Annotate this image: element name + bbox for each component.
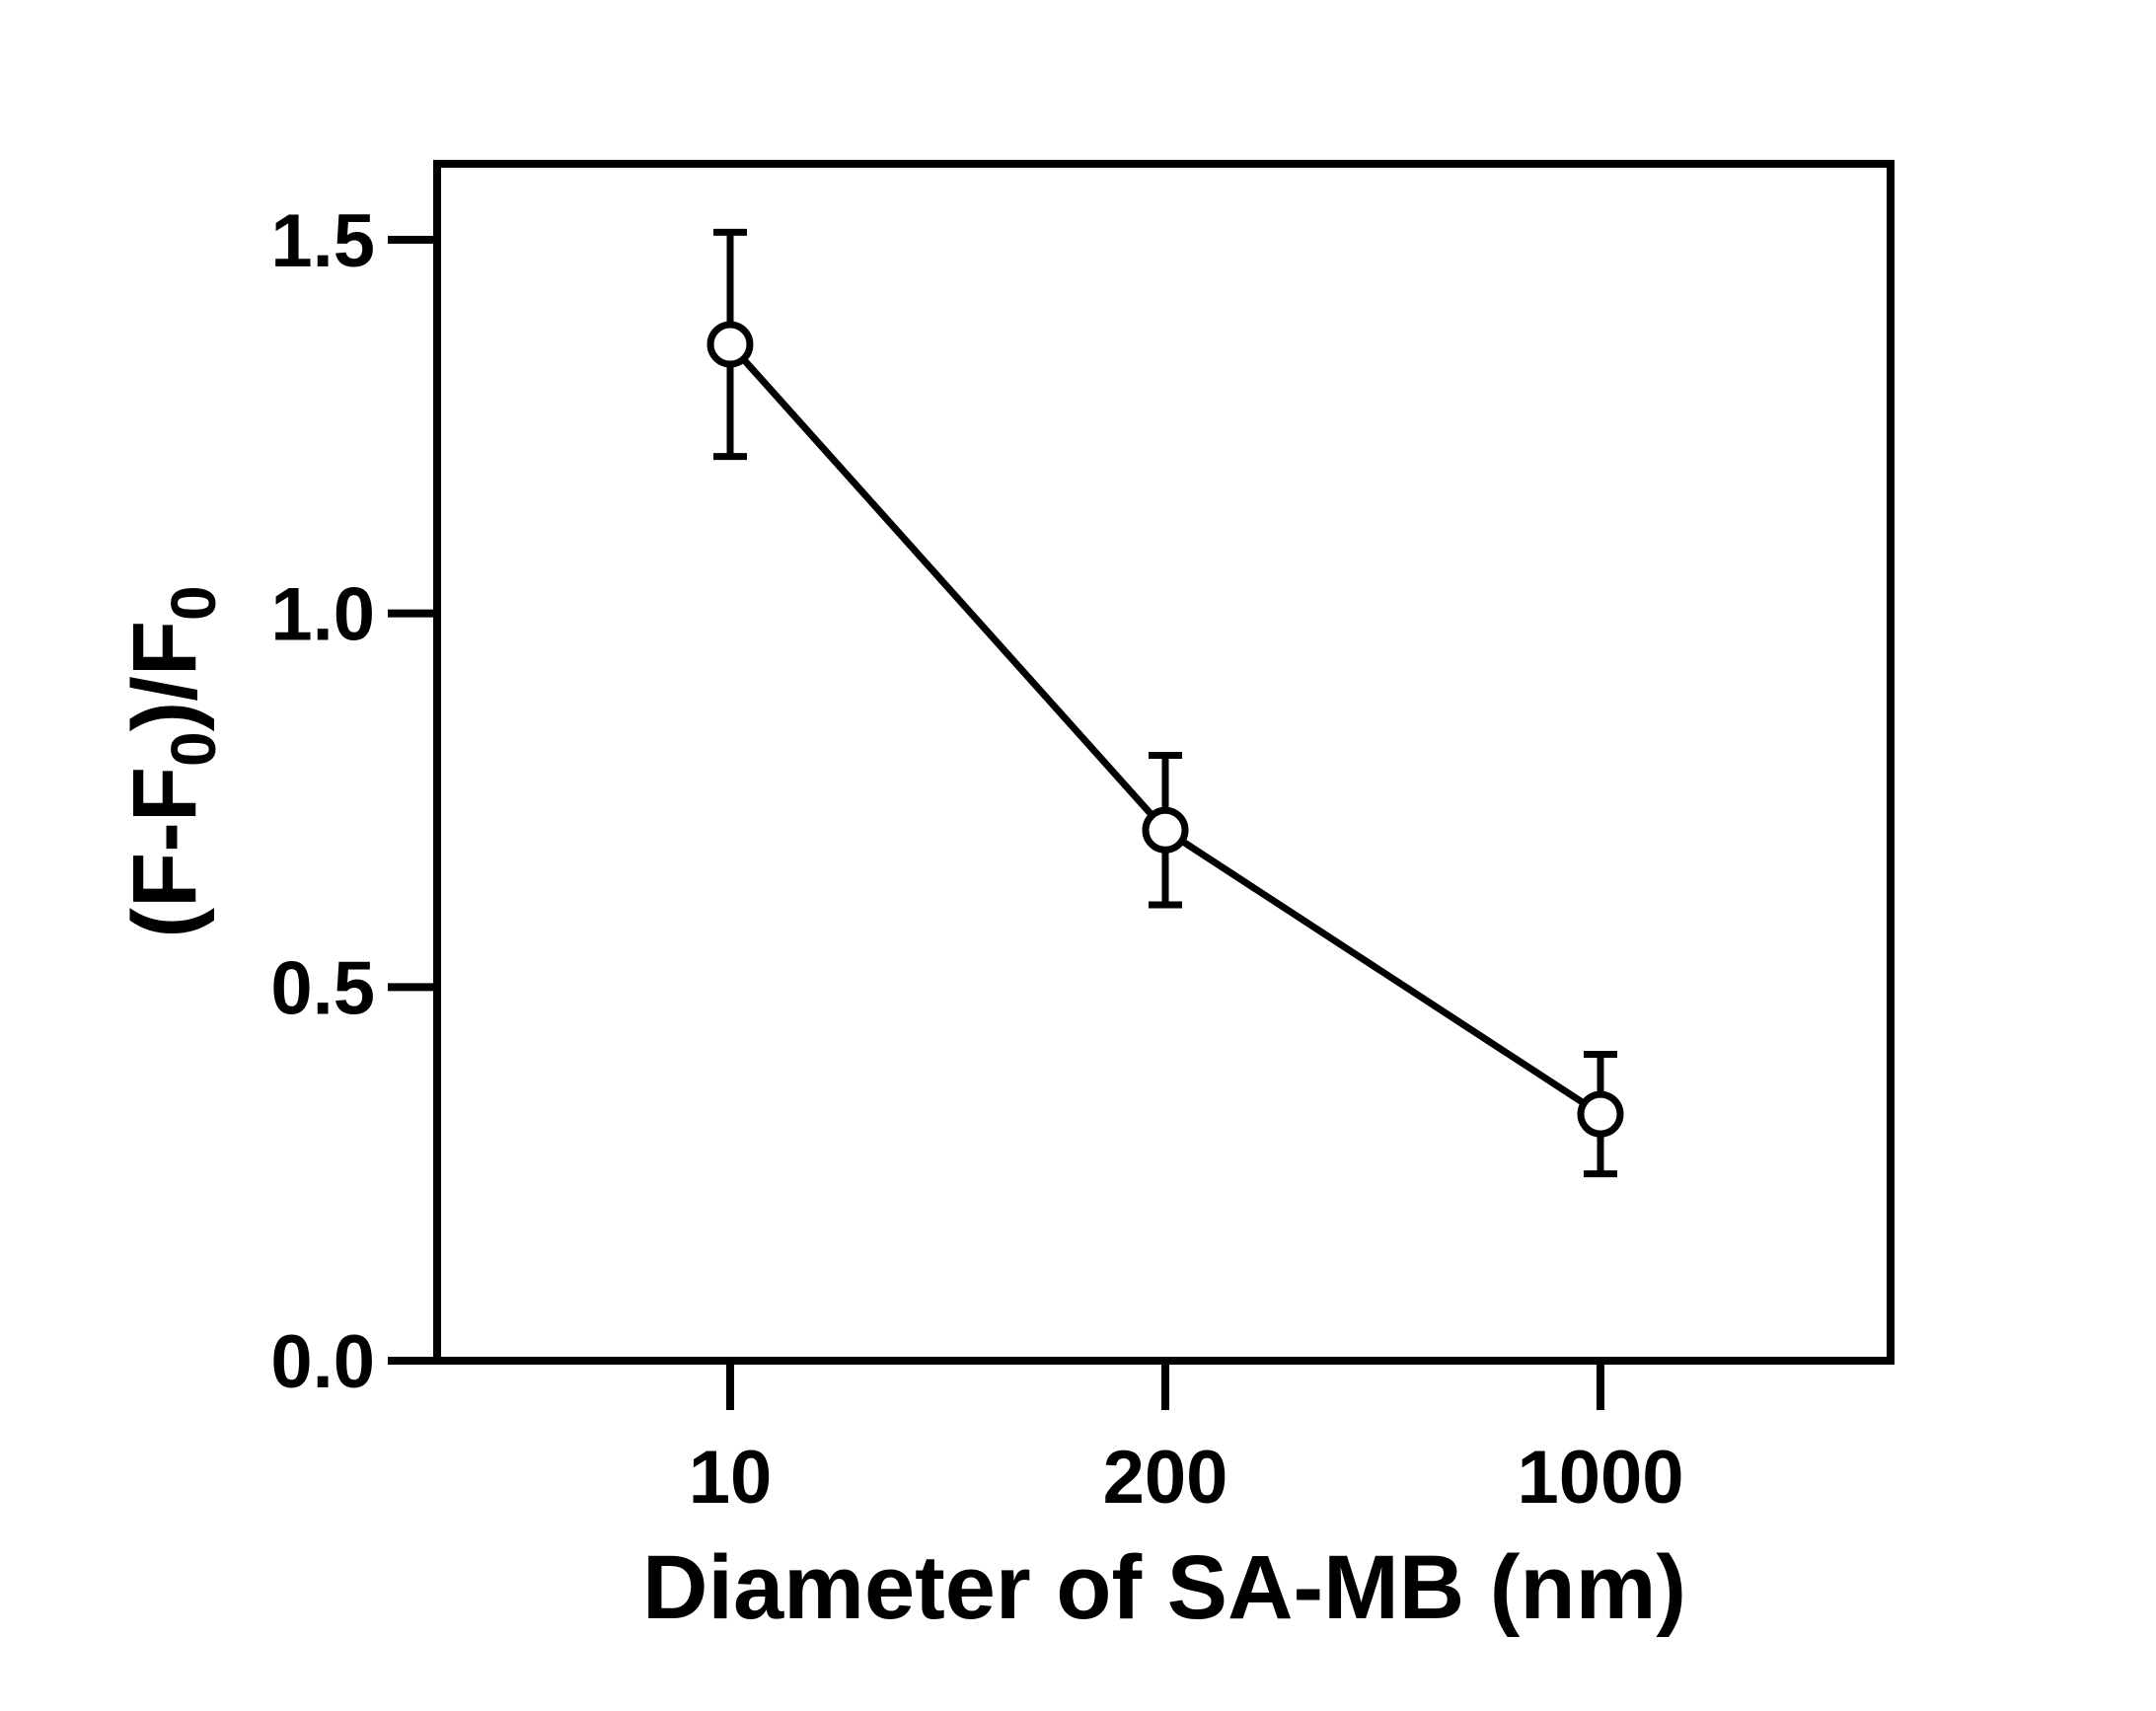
data-point: [1142, 806, 1189, 854]
y-title-part-1: (F-F: [114, 767, 215, 938]
x-axis-ticks: 10 200 1000: [689, 1361, 1684, 1520]
y-tick-label: 1.5: [270, 199, 375, 283]
y-title-sub-2: 0: [158, 585, 229, 621]
x-axis-title: Diameter of SA-MB (nm): [642, 1537, 1686, 1638]
y-tick-label: 0.0: [270, 1320, 375, 1404]
y-title-part-2: )/F: [114, 621, 215, 731]
data-series: [706, 228, 1624, 1178]
x-tick-label: 200: [1103, 1436, 1228, 1520]
series-line: [727, 341, 1602, 1118]
y-tick-label: 0.5: [270, 946, 375, 1030]
y-axis-title: (F-F0)/F0: [114, 585, 229, 937]
y-tick-label: 1.0: [270, 573, 375, 657]
y-axis-ticks: 0.0 0.5 1.0 1.5: [270, 199, 437, 1404]
x-tick-label: 10: [689, 1436, 773, 1520]
y-title-sub-1: 0: [158, 731, 229, 767]
data-point: [706, 321, 754, 368]
data-point: [1577, 1090, 1624, 1138]
x-tick-label: 1000: [1517, 1436, 1683, 1520]
